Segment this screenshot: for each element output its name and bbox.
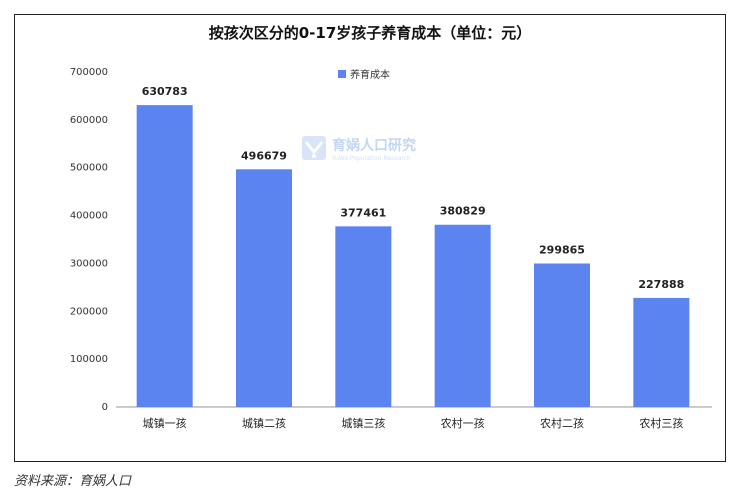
bar [534, 263, 590, 407]
bar [434, 224, 491, 407]
bar [136, 105, 193, 408]
watermark: 育娲人口研究 YuWa Population Research [300, 134, 416, 162]
x-tick-label: 城镇二孩 [242, 416, 286, 430]
chart-title: 按孩次区分的0-17岁孩子养育成本（单位：元） [208, 24, 532, 42]
legend-label: 养育成本 [350, 70, 390, 81]
data-label: 227888 [638, 278, 684, 291]
x-tick-label: 农村二孩 [540, 416, 584, 430]
y-tick-label: 700000 [70, 67, 108, 78]
x-tick-label: 农村一孩 [441, 416, 485, 430]
data-label: 630783 [142, 85, 188, 98]
data-label: 380829 [440, 205, 486, 218]
x-tick-label: 城镇一孩 [143, 416, 187, 430]
y-tick-label: 400000 [70, 211, 108, 222]
bar [633, 297, 690, 407]
watermark-logo-icon [302, 136, 326, 160]
bar [236, 169, 292, 407]
watermark-subtext: YuWa Population Research [332, 154, 411, 162]
data-label: 377461 [340, 206, 386, 219]
y-tick-label: 600000 [70, 115, 108, 126]
data-label: 496679 [241, 149, 287, 162]
watermark-text: 育娲人口研究 [332, 137, 416, 154]
x-tick-label: 农村三孩 [639, 416, 683, 430]
bar [335, 226, 392, 407]
y-tick-label: 0 [102, 402, 108, 413]
data-label: 299865 [539, 243, 585, 256]
x-tick-label: 城镇三孩 [341, 416, 385, 430]
legend-swatch [338, 69, 346, 78]
y-tick-label: 500000 [70, 163, 108, 174]
legend: 养育成本 [338, 66, 390, 81]
y-tick-label: 100000 [70, 354, 108, 365]
y-tick-label: 300000 [70, 258, 108, 269]
y-tick-label: 200000 [70, 306, 108, 317]
source-note: 资料来源：育娲人口 [14, 474, 132, 489]
